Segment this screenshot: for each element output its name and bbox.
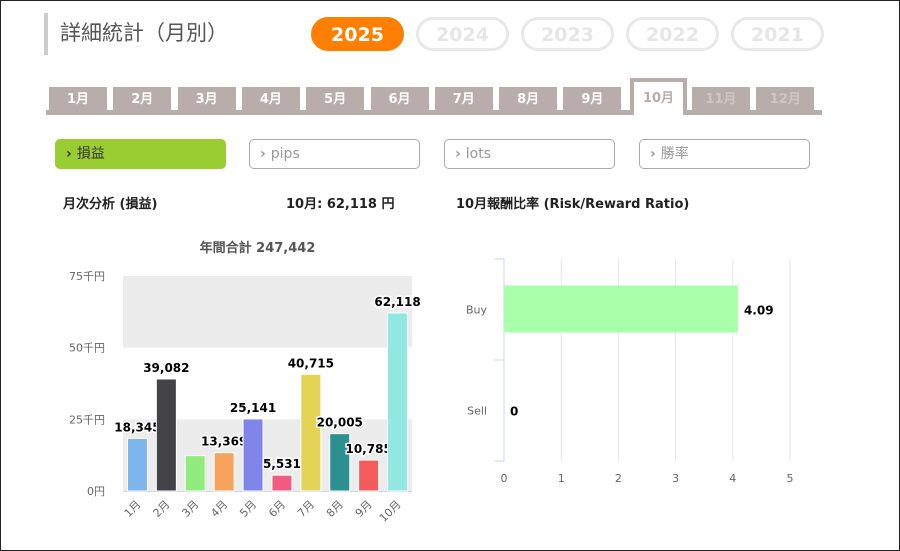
x-tick-label: 4月 bbox=[208, 498, 230, 520]
plot-band bbox=[123, 276, 412, 348]
data-label: 20,005 bbox=[317, 416, 363, 430]
metric-button-2[interactable]: › lots bbox=[444, 139, 615, 169]
year-pill-2025[interactable]: 2025 bbox=[311, 17, 404, 51]
rr-heading: 10月報酬比率 (Risk/Reward Ratio) bbox=[456, 197, 690, 212]
bar-Buy bbox=[504, 285, 738, 333]
data-label: 40,715 bbox=[288, 356, 334, 370]
year-pill-2023[interactable]: 2023 bbox=[521, 17, 614, 51]
tab-month-8[interactable]: 8月 bbox=[499, 87, 558, 112]
x-tick-label: 10月 bbox=[377, 498, 404, 525]
x-tick-label: 1月 bbox=[122, 498, 144, 520]
tab-month-6[interactable]: 6月 bbox=[370, 87, 429, 112]
tab-month-3[interactable]: 3月 bbox=[177, 87, 236, 112]
chevron-right-icon: › bbox=[66, 146, 72, 162]
data-label: 18,345 bbox=[114, 420, 160, 434]
data-label: 25,141 bbox=[230, 401, 276, 415]
data-label: 4.09 bbox=[744, 304, 774, 318]
tab-month-11[interactable]: 11月 bbox=[692, 87, 750, 112]
tab-month-4[interactable]: 4月 bbox=[241, 87, 300, 112]
x-tick-label: 5月 bbox=[237, 498, 259, 520]
x-tick-label: 6月 bbox=[266, 498, 288, 520]
x-tick-label: 2 bbox=[615, 472, 622, 485]
bar-1月 bbox=[126, 437, 148, 492]
chevron-right-icon: › bbox=[650, 146, 656, 162]
chart-title: 年間合計 247,442 bbox=[200, 240, 316, 256]
bar-10月 bbox=[387, 312, 409, 492]
metric-button-0[interactable]: › 損益 bbox=[55, 139, 226, 169]
page-title: 詳細統計（月別） bbox=[44, 13, 228, 55]
x-tick-label: 3月 bbox=[179, 498, 201, 520]
x-tick-label: 0 bbox=[501, 472, 508, 485]
tab-month-1[interactable]: 1月 bbox=[49, 87, 107, 112]
bar-5月 bbox=[242, 418, 264, 492]
year-pill-2021[interactable]: 2021 bbox=[731, 17, 824, 51]
data-label: 10,785 bbox=[345, 442, 391, 456]
current-month-total: 10月: 62,118 円 bbox=[286, 197, 395, 212]
monthly-heading: 月次分析 (損益) bbox=[63, 197, 158, 212]
x-tick-label: 2月 bbox=[151, 498, 173, 520]
metric-label: 勝率 bbox=[660, 146, 689, 162]
tab-month-7[interactable]: 7月 bbox=[434, 87, 493, 112]
chevron-right-icon: › bbox=[455, 146, 461, 162]
month-tab-bar bbox=[46, 110, 822, 115]
year-pill-2024[interactable]: 2024 bbox=[416, 17, 509, 51]
metric-button-1[interactable]: › pips bbox=[249, 139, 420, 169]
tab-month-12[interactable]: 12月 bbox=[756, 87, 815, 112]
rr-chart: 0 1 2 3 4 5 Buy 4.09 Sell 0 bbox=[466, 258, 794, 485]
y-tick-label: 0円 bbox=[87, 485, 105, 498]
year-pill-2022[interactable]: 2022 bbox=[626, 17, 719, 51]
data-label: 13,369 bbox=[201, 435, 247, 449]
tab-month-2[interactable]: 2月 bbox=[113, 87, 172, 112]
tab-month-10[interactable]: 10月 bbox=[630, 78, 687, 115]
metric-label: pips bbox=[270, 146, 300, 162]
tab-month-9[interactable]: 9月 bbox=[563, 87, 622, 112]
bar-6月 bbox=[271, 474, 293, 492]
monthly-pl-chart: 年間合計 247,442 0円 25千円 50千円 75千円 18,345 1月 39,082… bbox=[69, 240, 422, 525]
data-label: 5,531 bbox=[263, 457, 301, 471]
x-tick-label: 9月 bbox=[353, 498, 375, 520]
y-tick-label: Sell bbox=[467, 405, 487, 418]
bar-3月 bbox=[184, 455, 206, 492]
y-tick-label: 25千円 bbox=[69, 413, 105, 426]
x-tick-label: 7月 bbox=[295, 498, 317, 520]
bar-9月 bbox=[358, 459, 380, 492]
tab-month-5[interactable]: 5月 bbox=[306, 87, 365, 112]
bar-2月 bbox=[155, 378, 177, 492]
y-tick-label: 75千円 bbox=[69, 270, 105, 283]
metric-label: lots bbox=[465, 146, 492, 162]
x-tick-label: 3 bbox=[672, 472, 679, 485]
y-tick-label: 50千円 bbox=[69, 342, 105, 355]
bar-8月 bbox=[329, 433, 351, 492]
x-tick-label: 8月 bbox=[324, 498, 346, 520]
data-label: 0 bbox=[510, 405, 518, 419]
bar-7月 bbox=[300, 373, 322, 492]
metric-button-3[interactable]: › 勝率 bbox=[639, 139, 810, 169]
data-label: 62,118 bbox=[374, 295, 420, 309]
y-tick-label: Buy bbox=[466, 304, 488, 317]
x-tick-label: 1 bbox=[558, 472, 565, 485]
x-tick-label: 5 bbox=[787, 472, 794, 485]
bar-4月 bbox=[213, 452, 235, 492]
chevron-right-icon: › bbox=[260, 146, 266, 162]
data-label: 39,082 bbox=[143, 361, 189, 375]
x-tick-label: 4 bbox=[729, 472, 736, 485]
metric-label: 損益 bbox=[76, 146, 105, 162]
y-axis bbox=[494, 258, 505, 462]
